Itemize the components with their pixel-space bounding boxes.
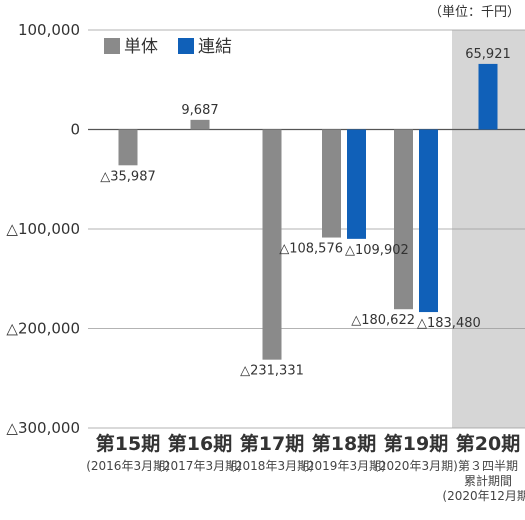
data-label: 65,921: [465, 47, 511, 62]
x-axis: 第15期 (2016年3月期) 第16期 (2017年3月期) 第17期 (2018年3月…: [86, 432, 525, 503]
legend-swatch: [104, 38, 120, 54]
data-label: 9,687: [181, 103, 218, 118]
x-category-sublabel: (2020年3月期): [374, 459, 458, 473]
data-label: △180,622: [351, 313, 415, 328]
bar-tantai: [394, 129, 413, 310]
x-category-label: 第18期: [312, 432, 376, 455]
unit-label: （単位：千円）: [429, 4, 520, 20]
x-category-sublabel: (2018年3月期): [230, 459, 314, 473]
x-category-sublabel: (2016年3月期): [86, 459, 170, 473]
x-category-label: 第19期: [384, 432, 448, 455]
bar-renketsu: [478, 63, 498, 130]
x-category-sublabel: (2019年3月期): [302, 459, 386, 473]
data-label: △35,987: [100, 169, 156, 184]
data-label: △109,902: [345, 243, 409, 258]
y-tick-label: 0: [70, 121, 80, 139]
bar-renketsu: [347, 129, 366, 239]
gridlines: [88, 29, 525, 429]
x-category-label: 第15期: [96, 432, 160, 455]
y-tick-label: △100,000: [6, 220, 80, 238]
x-category-sublabel: (2020年12月期): [442, 489, 525, 503]
bar-tantai: [190, 119, 210, 130]
x-category-label: 第16期: [168, 432, 232, 455]
bar-tantai: [262, 129, 282, 360]
bar-tantai: [118, 129, 138, 166]
x-category-sublabel: 第３四半期: [458, 459, 518, 473]
x-category-label: 第20期: [456, 432, 520, 455]
x-category-label: 第17期: [240, 432, 304, 455]
x-category-sublabel: 累計期間: [464, 473, 512, 488]
y-tick-label: △200,000: [6, 320, 80, 338]
legend: 単体 連結: [104, 37, 232, 57]
bar-tantai: [322, 129, 341, 238]
legend-label: 単体: [124, 37, 158, 57]
data-label: △183,480: [417, 316, 481, 331]
bars: [118, 63, 498, 360]
data-labels: △35,987 9,687 △231,331 △108,576 △109,902 △180…: [100, 47, 511, 379]
y-axis: 100,000 0 △100,000 △200,000 △300,000: [6, 21, 80, 437]
legend-label: 連結: [198, 37, 232, 57]
bar-renketsu: [419, 129, 438, 313]
y-tick-label: 100,000: [18, 21, 80, 39]
y-tick-label: △300,000: [6, 419, 80, 437]
x-category-sublabel: (2017年3月期): [158, 459, 242, 473]
data-label: △231,331: [240, 364, 304, 379]
data-label: △108,576: [279, 242, 343, 257]
legend-swatch: [178, 38, 194, 54]
